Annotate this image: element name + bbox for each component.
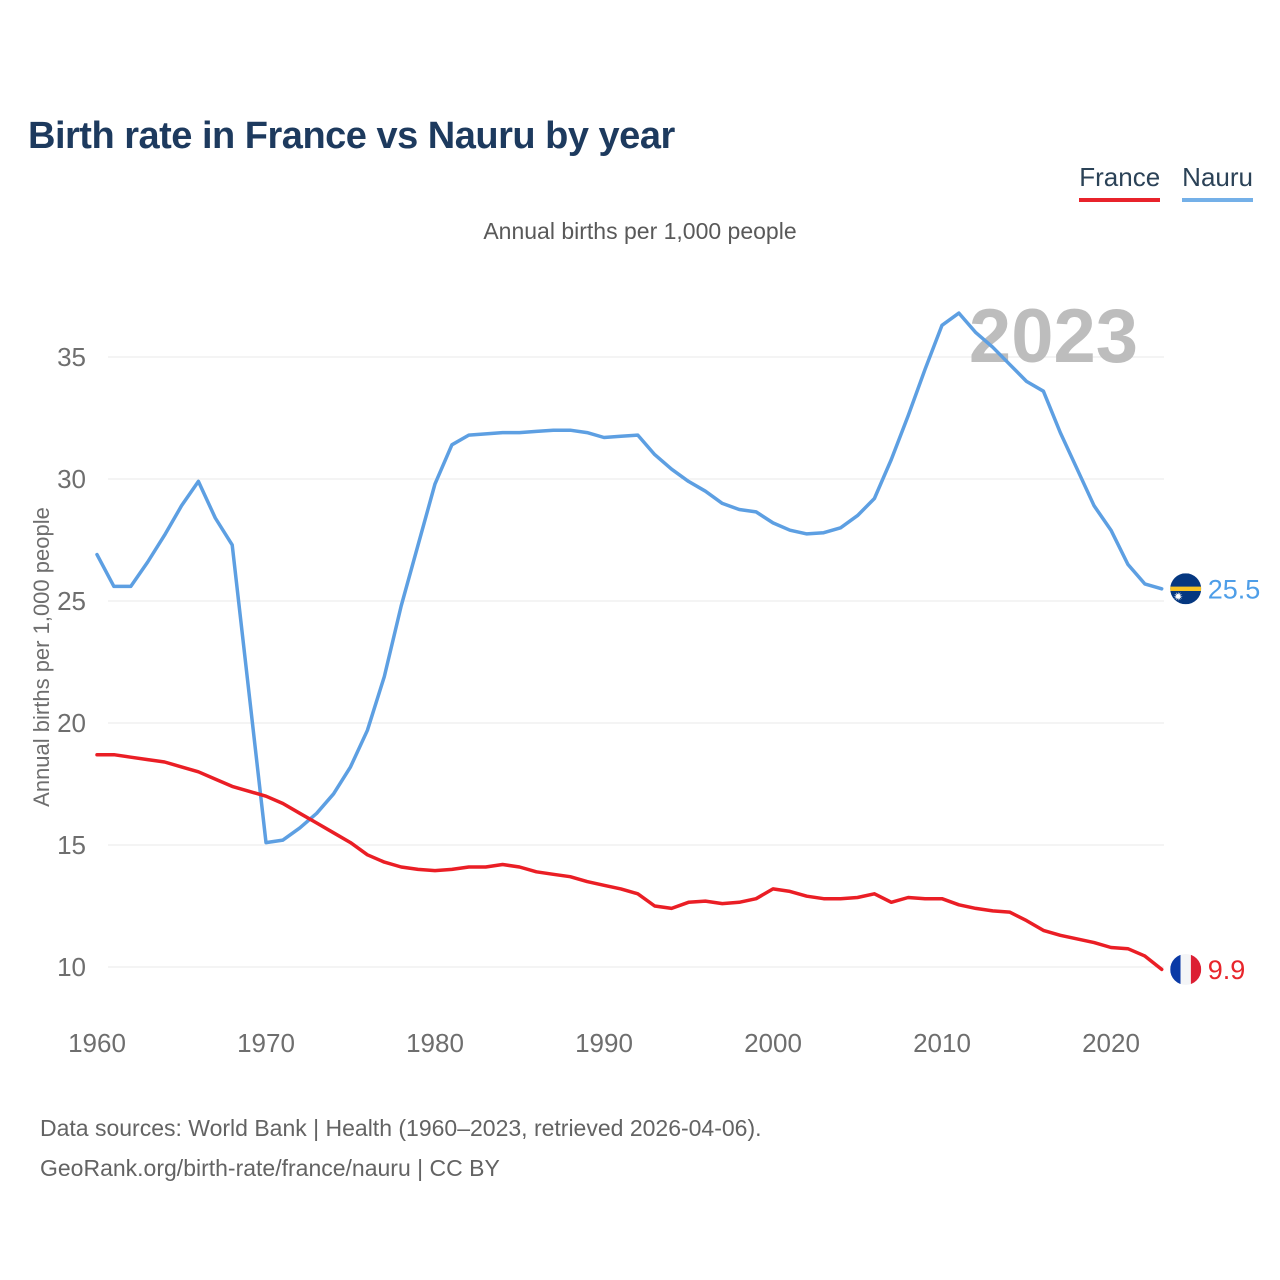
france-flag-red-band	[1190, 953, 1202, 985]
legend: France Nauru	[1079, 162, 1253, 202]
legend-item-france[interactable]: France	[1079, 162, 1161, 202]
x-tick-label: 1960	[68, 1028, 126, 1058]
x-tick-label: 1990	[575, 1028, 633, 1058]
nauru-end-value-label: 25.5	[1208, 574, 1261, 604]
footer-attribution-line: GeoRank.org/birth-rate/france/nauru | CC…	[40, 1155, 500, 1181]
nauru-flag-stripe	[1170, 586, 1202, 591]
y-tick-label: 10	[57, 952, 86, 982]
x-tick-label: 2000	[744, 1028, 802, 1058]
y-tick-label: 25	[57, 586, 86, 616]
y-axis-tick-labels: 10 15 20 25 30 35	[57, 342, 86, 982]
x-axis-tick-labels: 1960 1970 1980 1990 2000 2010 2020	[68, 1028, 1140, 1058]
series-line-nauru[interactable]	[95, 311, 1164, 845]
footer-sources-line: Data sources: World Bank | Health (1960–…	[40, 1115, 762, 1141]
france-flag-icon	[1167, 951, 1204, 988]
gridlines	[108, 356, 1164, 968]
france-end-value-label: 9.9	[1208, 955, 1246, 985]
series-lines	[95, 311, 1164, 972]
series-line-france[interactable]	[95, 752, 1164, 972]
y-tick-label: 20	[57, 708, 86, 738]
footer: Data sources: World Bank | Health (1960–…	[40, 1108, 762, 1188]
watermark-year: 2023	[969, 294, 1138, 379]
page-title: Birth rate in France vs Nauru by year	[28, 115, 675, 158]
france-flag-blue-band	[1170, 953, 1181, 985]
nauru-flag-star	[1173, 591, 1183, 601]
legend-item-nauru[interactable]: Nauru	[1182, 162, 1253, 202]
x-tick-label: 2010	[913, 1028, 971, 1058]
x-tick-label: 1970	[237, 1028, 295, 1058]
y-tick-label: 15	[57, 830, 86, 860]
x-tick-label: 2020	[1082, 1028, 1140, 1058]
nauru-flag-icon	[1167, 570, 1204, 607]
france-flag-white-band	[1180, 953, 1191, 985]
chart-subtitle: Annual births per 1,000 people	[483, 218, 797, 244]
x-tick-label: 1980	[406, 1028, 464, 1058]
y-tick-label: 30	[57, 464, 86, 494]
y-tick-label: 35	[57, 342, 86, 372]
